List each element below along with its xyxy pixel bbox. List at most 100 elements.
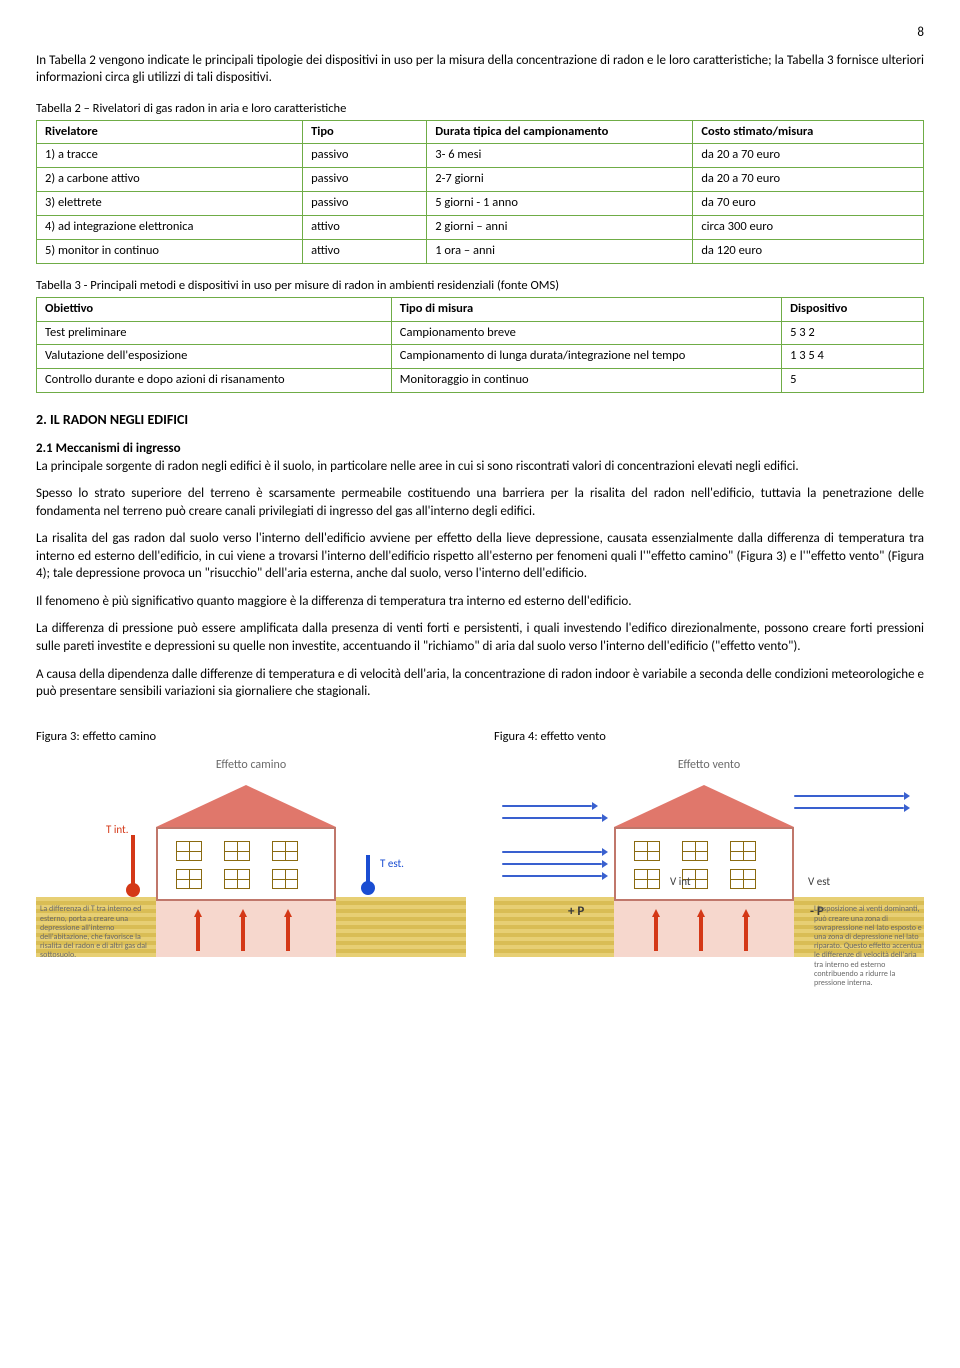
table3: Obiettivo Tipo di misura Dispositivo Tes… — [36, 297, 924, 394]
table-cell: da 20 a 70 euro — [693, 168, 924, 192]
label-t-est: T est. — [380, 857, 404, 872]
figure4-title: Effetto vento — [494, 757, 924, 773]
table3-col-dispositivo: Dispositivo — [782, 297, 924, 321]
figure4-arrowhead-2-icon — [697, 909, 705, 917]
figure4-caption: Figura 4: effetto vento — [494, 729, 924, 746]
table-row: 4) ad integrazione elettronicaattivo2 gi… — [37, 216, 924, 240]
table2-col-durata: Durata tipica del campionamento — [427, 120, 693, 144]
figure4-window-3 — [730, 841, 756, 861]
table-cell: 1) a tracce — [37, 144, 303, 168]
label-t-int: T int. — [106, 823, 129, 838]
figure3-window-4 — [176, 869, 202, 889]
table-cell: circa 300 euro — [693, 216, 924, 240]
table-cell: passivo — [303, 192, 427, 216]
radon-arrow-2-icon — [241, 915, 245, 951]
intro-paragraph: In Tabella 2 vengono indicate le princip… — [36, 52, 924, 87]
table-cell: 3- 6 mesi — [427, 144, 693, 168]
figure3-caption: Figura 3: effetto camino — [36, 729, 466, 746]
table-cell: Valutazione dell'esposizione — [37, 345, 392, 369]
label-plus-p: + P — [568, 903, 584, 921]
figure4-arrow-1-icon — [654, 915, 658, 951]
section2-paragraph: La differenza di pressione può essere am… — [36, 620, 924, 655]
figure4-side-text: L'esposizione ai venti dominanti, può cr… — [814, 905, 924, 988]
figure4-diagram: Effetto vento V int V est + P - P — [494, 755, 924, 985]
table-cell: da 120 euro — [693, 239, 924, 263]
figure4-roof — [614, 785, 794, 827]
thermometer-int-stem-icon — [131, 835, 135, 890]
radon-arrow-1-icon — [196, 915, 200, 951]
section2-subheading: 2.1 Meccanismi di ingresso — [36, 440, 924, 458]
table2-col-rivelatore: Rivelatore — [37, 120, 303, 144]
figure4-arrowhead-1-icon — [652, 909, 660, 917]
figure3-window-5 — [224, 869, 250, 889]
table2-caption: Tabella 2 – Rivelatori di gas radon in a… — [36, 101, 924, 118]
figure3-diagram: Effetto camino T int. T est. — [36, 755, 466, 985]
figure4-arrow-2-icon — [699, 915, 703, 951]
radon-arrowhead-2-icon — [239, 909, 247, 917]
figure4-block: Figura 4: effetto vento Effetto vento V … — [494, 729, 924, 986]
table2: Rivelatore Tipo Durata tipica del campio… — [36, 120, 924, 264]
section2-heading: 2. IL RADON NEGLI EDIFICI — [36, 411, 924, 430]
table-row: 2) a carbone attivopassivo2-7 giornida 2… — [37, 168, 924, 192]
table-row: 1) a traccepassivo3- 6 mesida 20 a 70 eu… — [37, 144, 924, 168]
figure3-side-text: La differenza di T tra interno ed estern… — [40, 905, 150, 960]
page-number: 8 — [36, 24, 924, 42]
table-cell: Campionamento di lunga durata/integrazio… — [391, 345, 781, 369]
table-cell: 2 giorni – anni — [427, 216, 693, 240]
wind-line-mid-1-icon — [502, 851, 602, 853]
table-cell: attivo — [303, 216, 427, 240]
table-cell: Campionamento breve — [391, 321, 781, 345]
table3-col-obiettivo: Obiettivo — [37, 297, 392, 321]
figure4-basement — [614, 897, 794, 957]
wind-line-top-2-icon — [502, 817, 602, 819]
thermometer-int-bulb-icon — [126, 883, 140, 897]
radon-arrowhead-1-icon — [194, 909, 202, 917]
table-cell: Test preliminare — [37, 321, 392, 345]
figure3-basement — [156, 897, 336, 957]
table-cell: 5 — [782, 369, 924, 393]
table-cell: 1 3 5 4 — [782, 345, 924, 369]
table-cell: 2) a carbone attivo — [37, 168, 303, 192]
table-cell: da 20 a 70 euro — [693, 144, 924, 168]
section2-paragraph: La principale sorgente di radon negli ed… — [36, 458, 924, 476]
radon-arrow-3-icon — [286, 915, 290, 951]
figure4-window-4 — [634, 869, 660, 889]
table3-header-row: Obiettivo Tipo di misura Dispositivo — [37, 297, 924, 321]
figure4-arrowhead-3-icon — [742, 909, 750, 917]
section2-paragraph: Il fenomeno è più significativo quanto m… — [36, 593, 924, 611]
table-cell: 5) monitor in continuo — [37, 239, 303, 263]
table-row: Test preliminareCampionamento breve5 3 2 — [37, 321, 924, 345]
figure3-title: Effetto camino — [36, 757, 466, 773]
section2-paragraph: La risalita del gas radon dal suolo vers… — [36, 530, 924, 583]
figure4-window-6 — [730, 869, 756, 889]
table-cell: attivo — [303, 239, 427, 263]
figure4-arrow-3-icon — [744, 915, 748, 951]
figure3-window-2 — [224, 841, 250, 861]
section2-paragraph: Spesso lo strato superiore del terreno è… — [36, 485, 924, 520]
figure3-window-6 — [272, 869, 298, 889]
radon-arrowhead-3-icon — [284, 909, 292, 917]
figure4-window-2 — [682, 841, 708, 861]
table-row: 5) monitor in continuoattivo1 ora – anni… — [37, 239, 924, 263]
table-cell: passivo — [303, 144, 427, 168]
table2-header-row: Rivelatore Tipo Durata tipica del campio… — [37, 120, 924, 144]
table-cell: 5 giorni - 1 anno — [427, 192, 693, 216]
table-cell: Monitoraggio in continuo — [391, 369, 781, 393]
thermometer-ext-bulb-icon — [361, 881, 375, 895]
wind-line-mid-3-icon — [502, 875, 602, 877]
table-cell: Controllo durante e dopo azioni di risan… — [37, 369, 392, 393]
table-row: Controllo durante e dopo azioni di risan… — [37, 369, 924, 393]
table3-caption: Tabella 3 - Principali metodi e disposit… — [36, 278, 924, 295]
table-cell: 2-7 giorni — [427, 168, 693, 192]
wind-line-top-1-icon — [502, 805, 592, 807]
figure3-block: Figura 3: effetto camino Effetto camino … — [36, 729, 466, 986]
figure4-window-1 — [634, 841, 660, 861]
table2-col-costo: Costo stimato/misura — [693, 120, 924, 144]
table-cell: 3) elettrete — [37, 192, 303, 216]
wind-line-out-1-icon — [794, 795, 904, 797]
figure3-window-1 — [176, 841, 202, 861]
table-cell: passivo — [303, 168, 427, 192]
figure3-roof — [156, 785, 336, 827]
figure3-house-body — [156, 827, 336, 901]
figure3-window-3 — [272, 841, 298, 861]
